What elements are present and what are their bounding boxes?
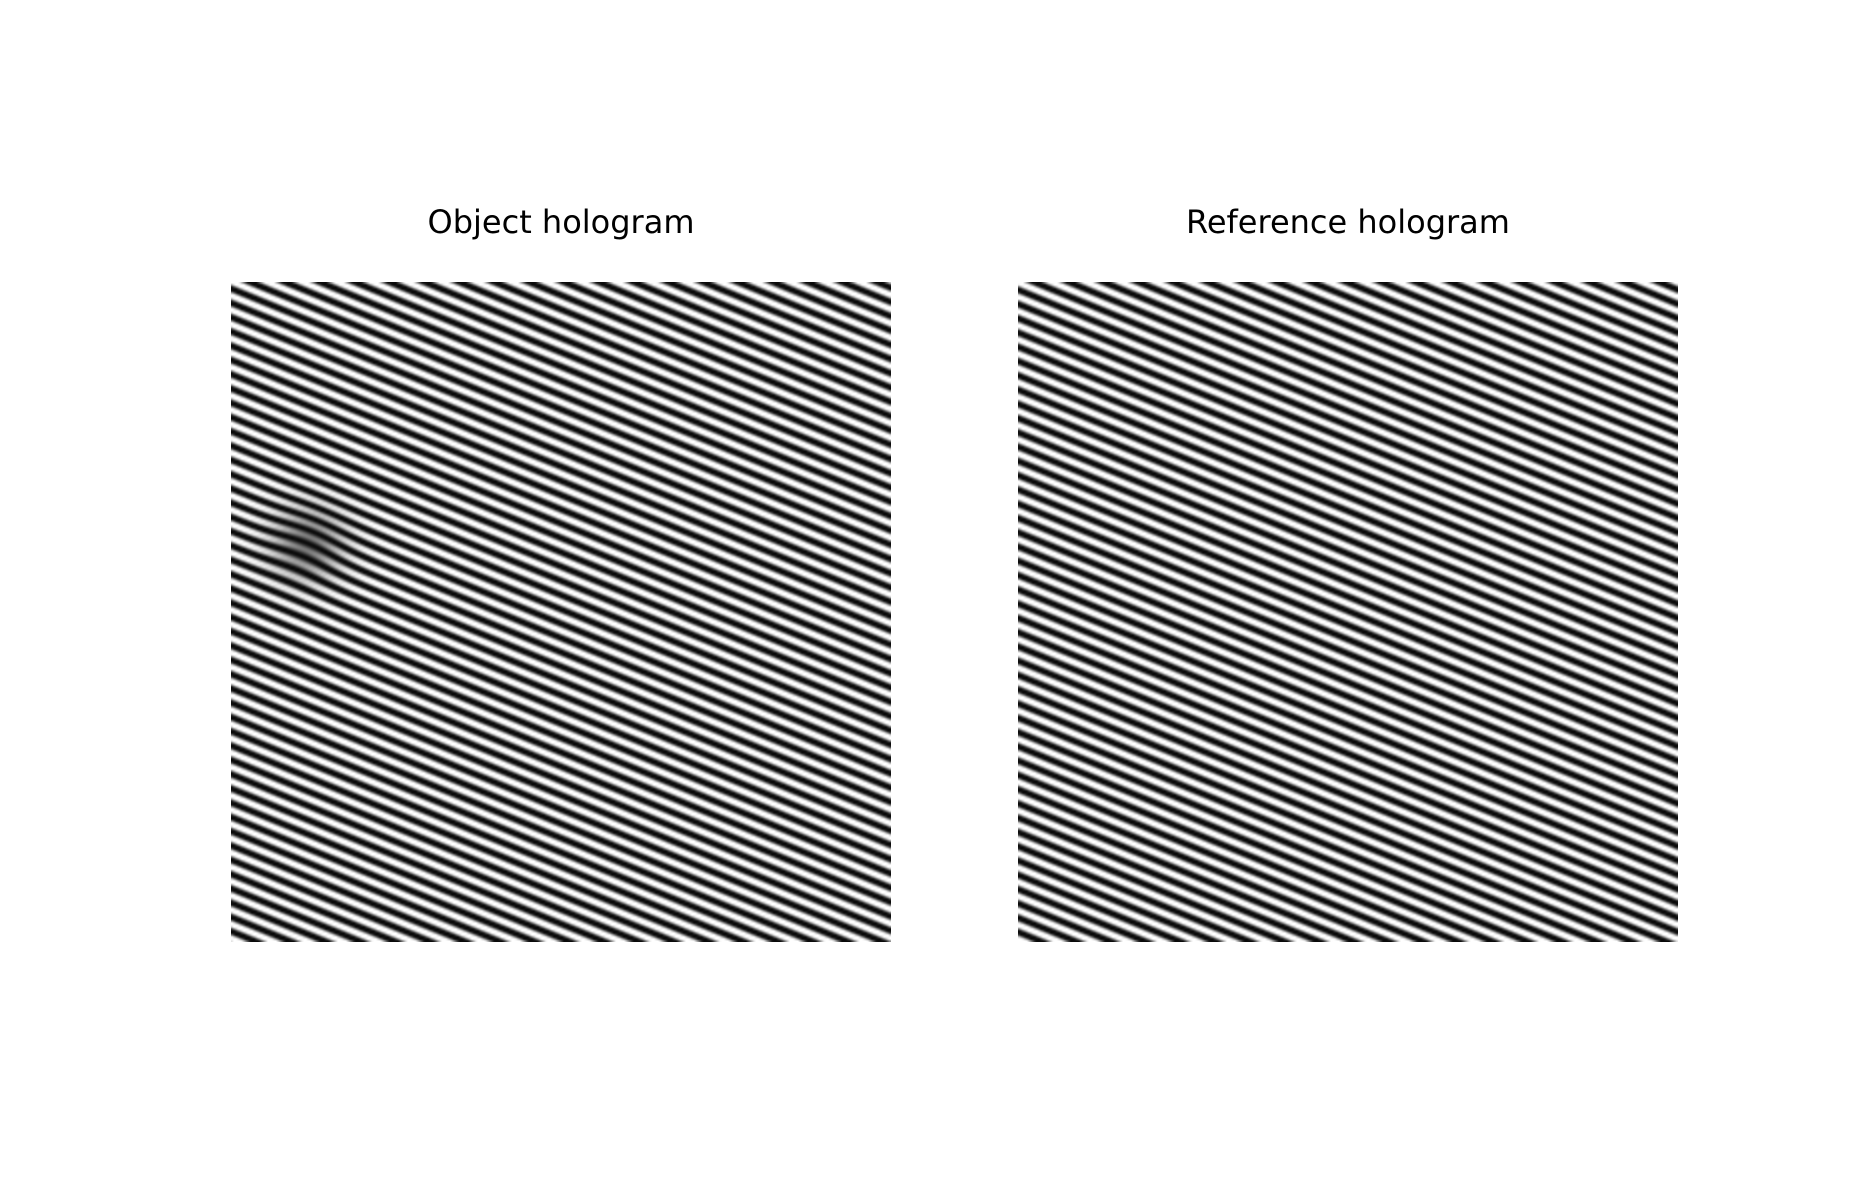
reference-hologram-panel: Reference hologram [1018, 0, 1678, 1204]
object-hologram-image [231, 282, 891, 942]
reference-hologram-image [1018, 282, 1678, 942]
object-hologram-title: Object hologram [427, 203, 695, 241]
object-hologram-panel: Object hologram [231, 0, 891, 1204]
reference-hologram-title: Reference hologram [1186, 203, 1510, 241]
